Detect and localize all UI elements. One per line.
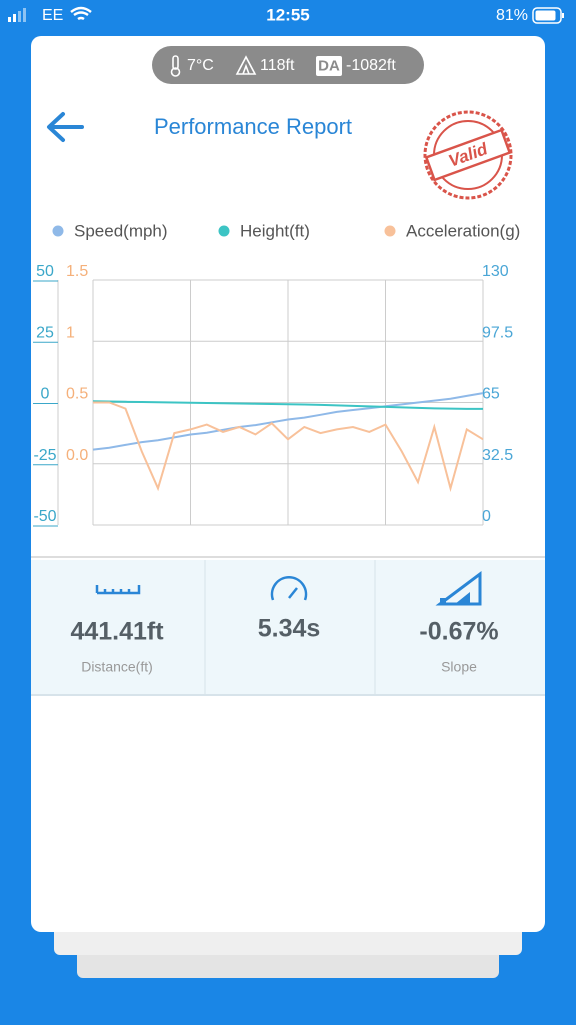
y-tick-label: 25 [36, 324, 54, 341]
y-tick-label: 1 [66, 324, 75, 341]
page-title: Performance Report [154, 114, 352, 139]
y-tick-label: 65 [482, 386, 500, 403]
y-tick-label: 50 [36, 263, 54, 280]
legend-marker [218, 225, 230, 237]
y-tick-label: 1.5 [66, 263, 88, 280]
y-tick-label: 0.0 [66, 447, 88, 464]
stat-value: -0.67% [419, 618, 498, 646]
valid-stamp: Valid [423, 110, 513, 200]
legend-label: Acceleration(g) [406, 221, 520, 240]
battery-icon [532, 7, 564, 24]
da-label: DA [318, 57, 340, 74]
legend-label: Height(ft) [240, 221, 310, 240]
y-tick-label: 0 [482, 508, 491, 525]
stats-panel [31, 560, 545, 695]
y-tick-label: -50 [33, 508, 56, 525]
y-tick-label: 130 [482, 263, 509, 280]
y-tick-label: 0 [41, 386, 50, 403]
legend-marker [52, 225, 64, 237]
battery-level: 81% [496, 7, 528, 24]
altitude: 118ft [260, 57, 295, 74]
mountain-icon [235, 55, 257, 75]
stat-value: 441.41ft [70, 618, 164, 646]
wifi-icon [70, 6, 92, 21]
stat-label: Slope [441, 659, 477, 675]
carrier: EE [42, 7, 63, 24]
slope-icon [435, 571, 482, 606]
speedometer-icon [270, 576, 308, 601]
stat-value: 5.34s [258, 615, 321, 643]
density-altitude: -1082ft [346, 57, 396, 74]
distance-icon [95, 585, 141, 595]
back-button[interactable] [47, 112, 84, 142]
series-line [93, 401, 484, 493]
y-tick-label: -25 [33, 447, 56, 464]
y-tick-label: 97.5 [482, 324, 513, 341]
signal [8, 8, 26, 22]
temperature: 7°C [187, 57, 214, 74]
thermometer-icon [170, 55, 181, 77]
conditions-pill [152, 46, 424, 84]
series-line [92, 392, 484, 451]
y-tick-label: 0.5 [66, 386, 88, 403]
da-badge [316, 56, 342, 76]
y-tick-label: 32.5 [482, 447, 513, 464]
series-line [92, 400, 483, 410]
legend-label: Speed(mph) [74, 221, 168, 240]
time: 12:55 [266, 5, 309, 24]
chart: 50 25 0 -25 -50 1.5 1 0.5 0.0 130 97.5 65 32.5 0 [33, 263, 513, 527]
legend-marker [384, 225, 396, 237]
stat-label: Distance(ft) [81, 659, 153, 675]
